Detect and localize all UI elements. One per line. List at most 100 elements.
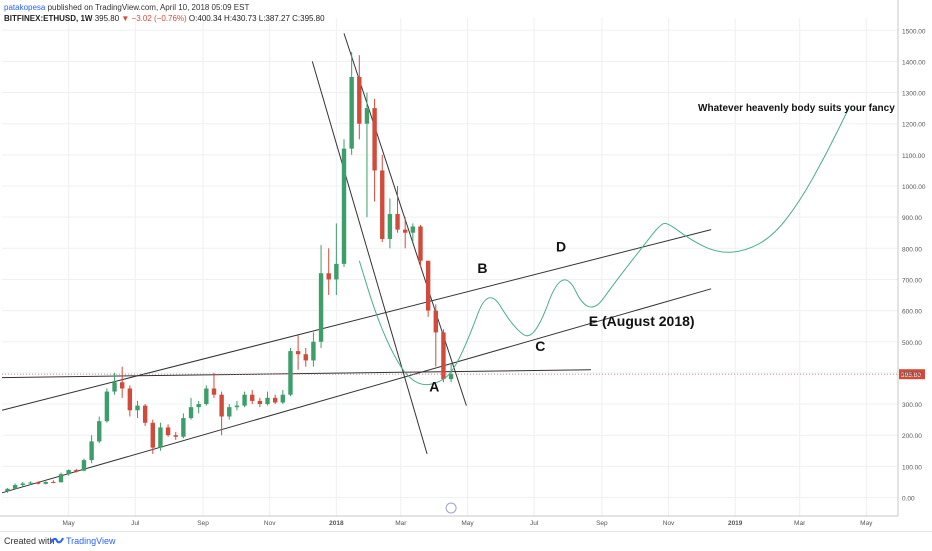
candle-body (227, 407, 232, 417)
y-tick-label: 200.00 (902, 433, 922, 440)
candle-body (387, 214, 393, 239)
candle-body (272, 397, 278, 403)
candle-body (104, 391, 110, 422)
x-tick-label: Mar (794, 520, 806, 527)
chart-background (0, 0, 932, 532)
publish-line: patakopesa published on TradingView.com,… (4, 2, 325, 13)
tradingview-link[interactable]: TradingView (66, 536, 116, 546)
y-tick-label: 300.00 (902, 402, 922, 409)
candle-body (165, 427, 171, 436)
candle-body (303, 354, 308, 361)
x-tick-label: Mar (395, 520, 407, 527)
candle-body (425, 260, 431, 311)
trendline (1, 369, 591, 379)
annotation-label: B (477, 260, 487, 276)
candle-body (5, 488, 10, 492)
candle-body (364, 108, 370, 124)
price-change: ▼ −3.02 (−0.76%) (121, 14, 187, 23)
annotation-label: D (556, 238, 566, 254)
current-price-label: 395.80 (901, 372, 921, 379)
x-tick-label: 2019 (728, 520, 743, 527)
annotations: A B C D E (August 2018) Whatever heavenly bod… (429, 103, 895, 514)
candle-body (127, 388, 133, 411)
candle-body (380, 170, 385, 239)
projection-path (358, 107, 850, 386)
trendline (1, 288, 712, 494)
chart[interactable]: 395.80 A B C D E (August 2018) Whatever heave… (0, 0, 932, 532)
candle-body (112, 382, 117, 392)
candle-body (12, 485, 18, 489)
y-tick-label: 400.00 (902, 371, 922, 378)
annotation-label: Whatever heavenly body suits your fancy (698, 103, 895, 114)
candle-body (74, 470, 79, 472)
projection-curve[interactable] (358, 107, 850, 386)
candle-body (280, 394, 286, 403)
y-tick-label: 1500.00 (902, 28, 926, 35)
axes (0, 0, 899, 517)
candle-body (196, 404, 201, 408)
candle-body (173, 435, 178, 437)
candle-body (250, 394, 255, 401)
x-tick-label: Sep (197, 520, 209, 527)
symbol-label: BITFINEX:ETHUSD, 1W (4, 14, 93, 23)
candle-body (334, 263, 339, 280)
y-tick-label: 800.00 (902, 246, 922, 253)
x-tick-label: May (461, 520, 474, 527)
candle-body (142, 405, 148, 423)
candle-body (158, 427, 163, 448)
x-tick-label: Nov (663, 520, 675, 527)
annotation-label: C (535, 338, 545, 354)
candle-body (433, 310, 438, 333)
candle-body (51, 481, 56, 483)
x-tick-label: Jul (530, 520, 539, 527)
candle-body (349, 76, 354, 149)
candle-body (372, 108, 377, 171)
tradingview-logo-icon[interactable] (50, 535, 64, 546)
x-tick-label: 2018 (329, 520, 344, 527)
candle-body (311, 341, 316, 361)
candle-body (265, 397, 270, 405)
y-tick-label: 700.00 (902, 277, 922, 284)
current-price-tag (899, 369, 925, 380)
y-tick-label: 0.00 (902, 496, 915, 503)
tick-labels: 0.00 100.00 200.00 300.00 400.00 500.00 600.00… (63, 28, 926, 527)
candle-body (257, 400, 263, 405)
y-tick-label: 1000.00 (902, 184, 926, 191)
annotation-label: A (429, 379, 439, 395)
candle-body (211, 388, 217, 395)
candle-body (357, 76, 362, 124)
candle-body (410, 226, 416, 233)
y-tick-label: 1400.00 (902, 59, 926, 66)
grid (2, 18, 898, 516)
candle-body (58, 474, 64, 483)
candle-body (234, 405, 240, 408)
candle-body (288, 351, 293, 395)
candle-body (28, 482, 33, 484)
candle-body (119, 382, 125, 389)
candle-body (395, 214, 400, 230)
candle-body (448, 374, 454, 380)
symbol-line: BITFINEX:ETHUSD, 1W 395.80 ▼ −3.02 (−0.7… (4, 13, 325, 24)
x-tick-label: May (63, 520, 76, 527)
trendline (311, 61, 428, 455)
candle-body (89, 441, 94, 461)
candle-body (20, 483, 25, 486)
x-tick-label: May (860, 520, 873, 527)
last-price: 395.80 (94, 14, 120, 23)
candle-body (242, 394, 247, 406)
trendline (1, 229, 712, 411)
chart-header: patakopesa published on TradingView.com,… (4, 2, 325, 24)
event-marker-icon (445, 502, 457, 514)
created-with-label: Created with (4, 536, 55, 546)
trendlines[interactable] (1, 33, 712, 494)
candle-body (219, 394, 224, 417)
candle-body (81, 460, 87, 471)
candle-body (295, 351, 301, 355)
x-tick-label: Nov (264, 520, 276, 527)
author-link[interactable]: patakopesa (4, 3, 46, 12)
candles (5, 52, 454, 493)
x-tick-label: Jul (131, 520, 140, 527)
y-tick-label: 100.00 (902, 464, 922, 471)
current-price: 395.80 (2, 369, 925, 380)
candle-body (418, 226, 423, 261)
